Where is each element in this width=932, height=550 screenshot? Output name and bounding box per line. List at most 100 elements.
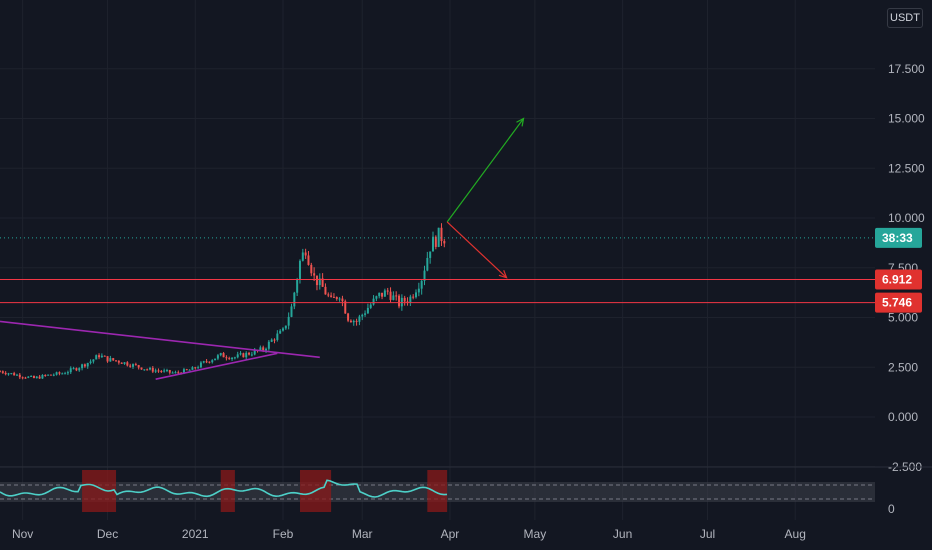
candle-body	[146, 369, 149, 371]
candle-body	[296, 279, 299, 293]
candle-body	[290, 306, 293, 317]
candle-body	[327, 294, 330, 296]
candle-body	[148, 367, 151, 370]
candle-body	[194, 367, 197, 369]
candle-body	[434, 236, 437, 247]
candle-body	[143, 369, 146, 371]
candle-body	[55, 372, 58, 375]
candle-body	[182, 369, 185, 374]
candle-body	[157, 370, 160, 372]
x-tick-label: Feb	[273, 527, 294, 541]
candle-body	[273, 339, 276, 341]
candle-body	[89, 361, 92, 363]
candle-body	[279, 330, 282, 334]
level-badge	[875, 292, 922, 313]
candle-body	[10, 373, 13, 375]
candle-body	[282, 328, 284, 331]
candle-body	[151, 367, 154, 372]
y-tick-label: 10.000	[888, 211, 925, 225]
level-badge-label: 5.746	[882, 296, 912, 310]
x-tick-label: Jun	[613, 527, 632, 541]
candle-body	[106, 356, 109, 362]
candle-body	[83, 364, 86, 367]
arrow-down-line	[446, 221, 507, 279]
candle-body	[171, 372, 174, 374]
candle-body	[307, 255, 310, 265]
candle-body	[58, 372, 61, 374]
candle-body	[412, 296, 415, 298]
candle-body	[259, 347, 262, 351]
candle-body	[7, 373, 10, 375]
candle-body	[335, 296, 338, 300]
candle-body	[66, 372, 69, 374]
candle-body	[13, 373, 16, 376]
candle-body	[75, 368, 78, 371]
x-tick-label: Aug	[785, 527, 806, 541]
candle-body	[400, 297, 403, 307]
candle-body	[426, 257, 429, 271]
y-tick-label: 2.500	[888, 360, 918, 374]
candle-body	[287, 316, 290, 326]
candle-body	[211, 360, 214, 363]
candle-body	[72, 368, 75, 370]
candle-body	[392, 295, 395, 300]
y-tick-label: 17.500	[888, 62, 925, 76]
candle-body	[242, 353, 245, 358]
candle-body	[293, 292, 296, 307]
candle-body	[313, 273, 316, 276]
candle-body	[165, 370, 168, 372]
y-tick-label: 5.000	[888, 311, 918, 325]
candle-body	[443, 241, 446, 244]
candle-body	[199, 362, 202, 368]
y-tick-label: 12.500	[888, 161, 925, 175]
candle-body	[440, 227, 443, 242]
candle-body	[27, 376, 30, 378]
candle-body	[349, 320, 352, 323]
candle-body	[395, 295, 398, 297]
candle-body	[265, 348, 268, 351]
candle-body	[228, 358, 231, 360]
y-tick-label: 15.000	[888, 112, 925, 126]
candle-body	[364, 313, 367, 315]
candle-body	[214, 358, 217, 361]
candle-body	[321, 278, 324, 287]
candle-body	[330, 295, 333, 297]
candle-body	[267, 341, 270, 349]
candle-body	[134, 364, 137, 366]
candle-body	[30, 375, 33, 377]
candle-body	[301, 252, 304, 261]
overbought-zone	[220, 470, 235, 512]
candle-body	[324, 286, 327, 295]
arrow-up-line	[446, 118, 525, 223]
candle-body	[64, 373, 67, 375]
candle-body	[95, 355, 98, 360]
x-tick-label: Dec	[97, 527, 118, 541]
candle-body	[38, 376, 41, 379]
candle-body	[112, 358, 115, 361]
candle-body	[216, 355, 219, 359]
candle-body	[431, 236, 434, 252]
candle-body	[126, 362, 129, 366]
candle-body	[109, 358, 112, 362]
countdown-label: 38:33	[882, 231, 913, 245]
candle-body	[352, 320, 355, 323]
candle-body	[398, 295, 401, 307]
candle-body	[332, 296, 335, 298]
candle-body	[437, 227, 440, 247]
indicator-line	[0, 479, 448, 498]
candle-body	[61, 373, 64, 375]
candle-body	[389, 291, 392, 300]
candle-body	[298, 260, 301, 280]
currency-selector[interactable]: USDT	[887, 8, 923, 28]
x-tick-label: Jul	[700, 527, 715, 541]
trendline	[0, 320, 320, 359]
candle-body	[191, 367, 194, 370]
candle-body	[403, 297, 406, 302]
x-tick-label: Nov	[12, 527, 33, 541]
candle-body	[284, 325, 287, 329]
candle-body	[208, 361, 211, 363]
level-badge-label: 6.912	[882, 272, 912, 286]
candle-body	[69, 368, 72, 373]
x-tick-label: May	[524, 527, 547, 541]
